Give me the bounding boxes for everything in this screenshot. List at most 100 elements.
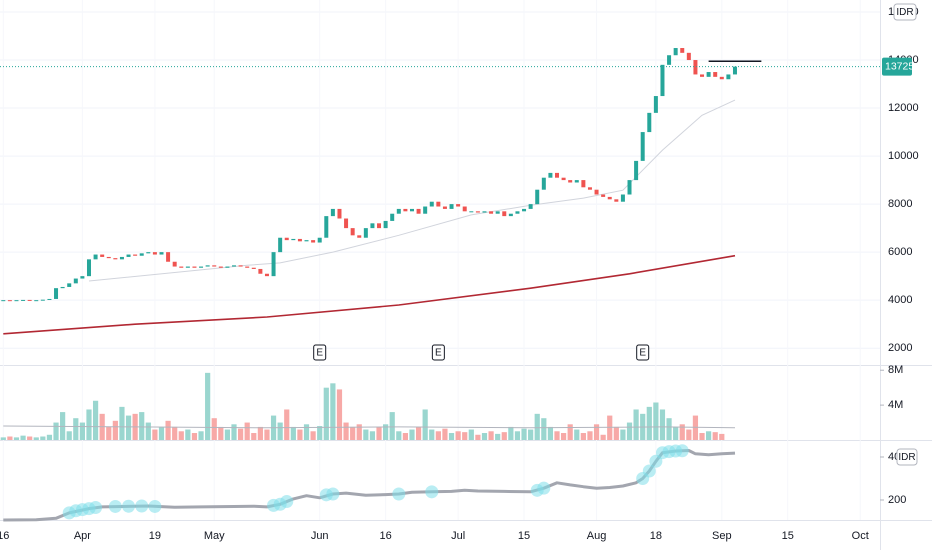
candle: [502, 211, 507, 217]
candle: [706, 72, 711, 77]
volume-bar: [7, 436, 13, 440]
highlight-point: [108, 499, 122, 513]
x-tick-label: 19: [149, 530, 161, 542]
earnings-marker: [431, 344, 445, 361]
candle: [719, 76, 724, 80]
volume-bar: [600, 434, 606, 440]
volume-bar: [673, 426, 679, 440]
volume-bar: [712, 432, 718, 440]
volume-bar: [435, 431, 441, 440]
moving-average: [3, 254, 736, 335]
candle: [390, 213, 395, 221]
volume-bar: [27, 436, 33, 440]
candle: [34, 300, 39, 302]
volume-bar: [547, 426, 554, 440]
candle: [713, 72, 718, 77]
candle: [324, 216, 329, 238]
volume-bar: [158, 426, 165, 440]
x-tick-label: 15: [518, 530, 530, 542]
volume-bar: [534, 413, 540, 440]
candle: [357, 235, 362, 238]
candle: [383, 220, 388, 229]
candle: [522, 208, 527, 212]
highlight-point: [148, 499, 162, 513]
candle: [185, 266, 190, 268]
highlight-point: [392, 487, 406, 501]
y-tick-label: 4M: [888, 399, 903, 411]
highlight-point: [89, 501, 103, 515]
candle: [7, 300, 12, 302]
volume-bar: [495, 433, 501, 440]
volume-bar: [257, 426, 263, 440]
candle: [634, 160, 639, 181]
volume-bar: [46, 434, 53, 440]
volume-bar: [0, 437, 6, 440]
candle: [93, 254, 98, 260]
candle: [232, 265, 237, 267]
candle: [627, 180, 632, 195]
earnings-label: E: [316, 348, 323, 359]
volume-bar: [33, 437, 39, 440]
volume-bar: [554, 431, 560, 440]
candle: [693, 60, 698, 75]
currency-badge: [896, 448, 918, 466]
volume-bar: [415, 426, 422, 440]
candle: [172, 261, 177, 267]
candle: [106, 256, 111, 259]
x-tick-label: May: [204, 530, 225, 542]
volume-bar: [198, 431, 204, 440]
candle: [647, 112, 652, 133]
candle: [640, 132, 645, 161]
currency-label: IDR: [896, 7, 913, 18]
candle: [47, 298, 52, 300]
volume-bar: [205, 372, 211, 440]
y-tick-label: 8M: [888, 364, 903, 376]
volume-bar: [92, 400, 99, 440]
candle: [317, 237, 322, 243]
volume-bar: [53, 422, 59, 440]
candle: [555, 172, 560, 178]
candle: [139, 253, 144, 256]
candle: [508, 213, 513, 217]
volume-bar: [567, 424, 573, 440]
volume-bar: [317, 426, 323, 440]
volume-bar: [699, 433, 705, 440]
volume-bar: [488, 431, 494, 440]
candle: [601, 194, 606, 197]
volume-bar: [679, 424, 685, 440]
candle: [304, 240, 309, 242]
volume-bar: [290, 426, 296, 440]
candle: [653, 96, 658, 113]
candle: [456, 204, 461, 207]
highlight-point: [425, 485, 439, 499]
candle: [14, 300, 19, 302]
volume-bar: [521, 428, 527, 440]
volume-bar: [330, 383, 336, 440]
candle: [581, 180, 586, 188]
candle: [73, 278, 78, 284]
candle: [667, 55, 672, 65]
candle: [311, 240, 316, 243]
candle: [548, 172, 553, 178]
last-price-label: 13725: [885, 60, 914, 72]
candle: [515, 211, 520, 214]
last-price-badge: [882, 57, 912, 76]
volume-bar: [310, 431, 316, 440]
candle: [726, 74, 731, 80]
y-tick-label: 2000: [888, 342, 912, 354]
volume-bar: [508, 426, 514, 440]
candle: [54, 288, 59, 299]
volume-bar: [231, 424, 237, 440]
volume-bar: [396, 431, 402, 440]
volume-bar: [125, 415, 132, 440]
candle: [469, 211, 474, 213]
candle: [100, 254, 105, 257]
volume-bar: [185, 429, 191, 440]
volume-bar: [13, 437, 20, 440]
volume-bar: [284, 409, 290, 440]
candle: [330, 208, 335, 217]
candle: [40, 299, 45, 301]
volume-bar: [297, 429, 303, 440]
highlight-point: [642, 464, 656, 478]
